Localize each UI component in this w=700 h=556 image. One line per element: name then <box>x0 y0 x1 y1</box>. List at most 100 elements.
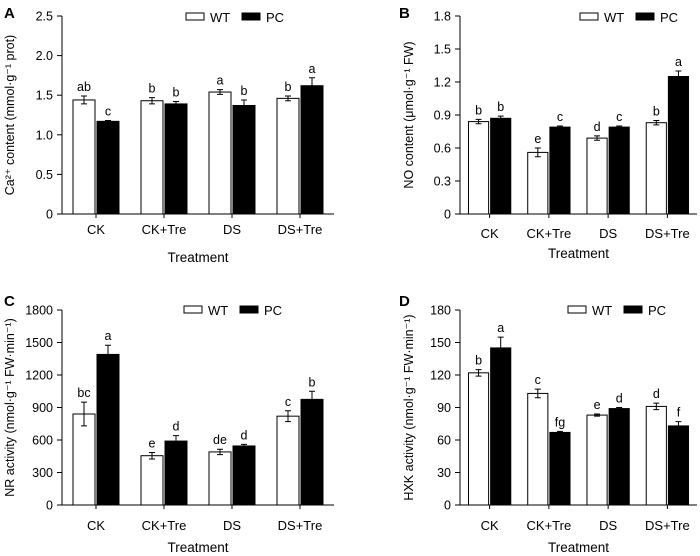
error-bar <box>534 388 541 399</box>
category-label: DS <box>223 222 241 237</box>
significance-label: a <box>105 329 112 343</box>
y-tick-label: 30 <box>437 466 451 480</box>
category-label: DS+Tre <box>278 518 323 533</box>
panel-letter: C <box>4 293 15 310</box>
significance-label: f <box>677 406 681 420</box>
category-label: DS+Tre <box>278 222 323 237</box>
error-bar <box>81 95 87 105</box>
significance-label: b <box>309 375 316 389</box>
significance-label: a <box>217 74 224 88</box>
significance-label: b <box>653 105 660 119</box>
y-tick-label: 0.6 <box>434 142 451 156</box>
y-axis-title: NO content (μmol·g⁻¹ FW) <box>402 41 416 188</box>
y-axis-title: Ca²⁺ content (mmol·g⁻¹ prot) <box>3 35 17 195</box>
significance-label: d <box>594 120 601 134</box>
y-tick-label: 1.8 <box>434 10 451 24</box>
category-label: CK+Tre <box>142 518 187 533</box>
error-bar <box>497 115 504 121</box>
y-tick-label: 180 <box>430 304 451 318</box>
legend-swatch-pc <box>241 12 261 21</box>
error-bar <box>149 97 155 105</box>
y-axis-title: NR activity (nmol·g⁻¹ FW·min⁻¹) <box>3 318 17 496</box>
bar-pc <box>667 76 690 215</box>
significance-label: d <box>241 428 248 442</box>
y-tick-label: 1200 <box>25 369 53 383</box>
error-bar <box>475 118 482 125</box>
significance-label: ab <box>77 80 91 94</box>
x-axis-title: Treatment <box>548 540 609 555</box>
error-bar <box>285 95 291 102</box>
y-tick-label: 90 <box>437 401 451 415</box>
y-tick-label: 0 <box>444 499 451 513</box>
bar-wt <box>276 415 300 506</box>
significance-label: b <box>149 82 156 96</box>
bar-pc <box>667 425 690 506</box>
error-bar <box>241 99 247 112</box>
error-bar <box>653 402 660 411</box>
bar-pc <box>490 347 512 506</box>
error-bar <box>309 77 315 95</box>
legend-label: PC <box>266 10 284 25</box>
y-tick-label: 0.5 <box>36 168 53 182</box>
y-tick-label: 300 <box>32 466 53 480</box>
legend-swatch-wt <box>183 305 203 314</box>
legend: WT PC <box>579 10 678 25</box>
y-tick-label: 0 <box>444 208 451 222</box>
error-bar <box>653 120 660 126</box>
chart-panel-b: B 0 0.3 0.6 0.9 1.2 1.5 1.8 NO content (μmol·g⁻¹… <box>399 5 697 261</box>
y-tick-label: 150 <box>430 336 451 350</box>
bar-pc <box>164 440 188 506</box>
legend-label: WT <box>210 10 230 25</box>
bar-wt <box>645 122 667 215</box>
category-label: CK <box>481 226 499 241</box>
error-bar <box>217 89 223 95</box>
bar-wt <box>140 455 164 506</box>
legend: WT PC <box>567 303 666 318</box>
bar-pc <box>490 117 512 215</box>
y-axis-title: HXK activity (nmol·g⁻¹ FW·min⁻¹) <box>402 314 416 500</box>
x-axis-title: Treatment <box>167 540 228 555</box>
bar-wt <box>645 405 667 506</box>
error-bar <box>81 401 87 427</box>
error-bar <box>616 125 623 129</box>
significance-label: d <box>173 420 180 434</box>
bar-pc <box>608 408 630 506</box>
bar-pc <box>96 120 120 215</box>
bar-pc <box>96 353 120 506</box>
y-tick-label: 120 <box>430 369 451 383</box>
bar-pc <box>164 103 188 215</box>
significance-label: fg <box>555 415 565 429</box>
significance-label: a <box>675 55 682 69</box>
error-bar <box>173 435 179 447</box>
significance-label: c <box>285 395 291 409</box>
bar-wt <box>527 392 549 506</box>
y-tick-label: 0.3 <box>434 175 451 189</box>
significance-label: b <box>497 100 504 114</box>
y-tick-label: 2.5 <box>36 10 53 24</box>
significance-label: e <box>149 436 156 450</box>
category-label: DS <box>599 226 617 241</box>
significance-label: c <box>105 105 111 119</box>
panel-letter: D <box>399 293 410 310</box>
y-tick-label: 2.0 <box>36 49 53 63</box>
legend-swatch-wt <box>185 12 205 21</box>
significance-label: a <box>309 62 316 76</box>
bar-wt <box>276 97 300 215</box>
bar-wt <box>72 99 96 215</box>
y-tick-label: 0 <box>46 499 53 513</box>
error-bar <box>616 407 623 411</box>
legend: WT PC <box>185 10 284 25</box>
chart-panel-a: A 0 0.5 1.0 1.5 2.0 2.5 Ca²⁺ content (mmol·g⁻¹ … <box>3 5 334 265</box>
error-bar <box>285 410 291 423</box>
legend-swatch-pc <box>623 305 643 314</box>
x-axis-title: Treatment <box>167 250 228 265</box>
category-label: DS+Tre <box>645 518 690 533</box>
y-tick-label: 600 <box>32 434 53 448</box>
bar-pc <box>300 85 324 215</box>
y-tick-label: 900 <box>32 401 53 415</box>
significance-label: b <box>241 84 248 98</box>
bar-wt <box>586 414 608 506</box>
bar-pc <box>232 445 256 506</box>
legend-swatch-wt <box>579 12 599 21</box>
